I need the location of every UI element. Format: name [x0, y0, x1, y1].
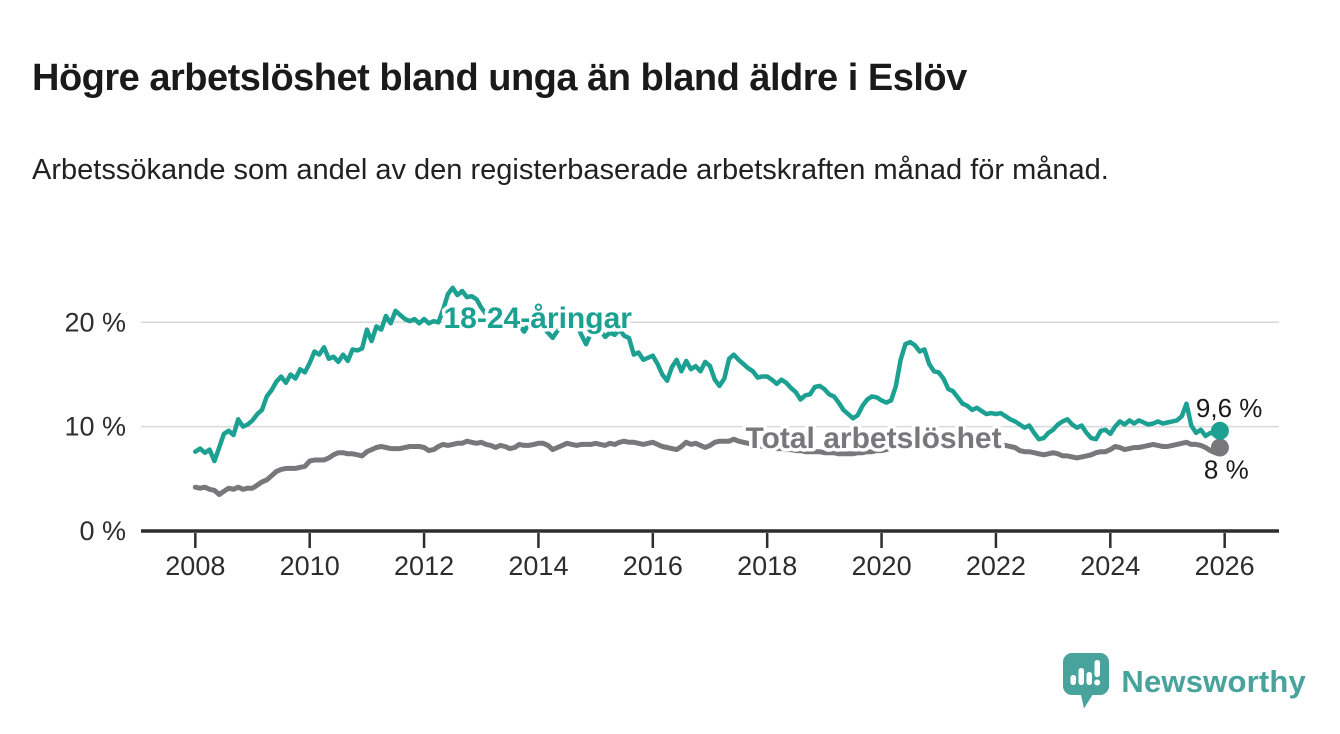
x-tick-label: 2026: [1195, 551, 1255, 581]
x-tick-label: 2014: [508, 551, 568, 581]
series-label-young: 18-24-åringar: [444, 302, 633, 335]
chart-subtitle: Arbetssökande som andel av den registerb…: [32, 154, 1109, 186]
y-tick-label: 0 %: [79, 516, 126, 546]
gridlines: [141, 321, 1279, 428]
x-tick-label: 2022: [966, 551, 1026, 581]
end-value-label-total: 8 %: [1204, 455, 1249, 485]
end-value-labels: 8 % 9,6 %: [1193, 390, 1265, 487]
series-lines: [192, 285, 1223, 497]
y-axis: 20 % 10 % 0 %: [64, 307, 126, 546]
x-tick-label: 2008: [165, 551, 225, 581]
end-dot-young: [1210, 421, 1229, 440]
y-tick-label: 20 %: [64, 307, 126, 337]
x-tick-label: 2024: [1080, 551, 1140, 581]
bar-chart-speech-bubble-icon: [1062, 652, 1110, 712]
series-label-total: Total arbetslöshet: [745, 422, 1001, 455]
x-tick-label: 2018: [737, 551, 797, 581]
x-tick-label: 2020: [852, 551, 912, 581]
end-dot-total: [1210, 438, 1229, 457]
x-tick-label: 2016: [623, 551, 683, 581]
x-tick-label: 2010: [280, 551, 340, 581]
series-line-young: [193, 285, 1223, 464]
series-labels: Total arbetslöshet 18-24-åringar: [440, 299, 1005, 459]
y-tick-label: 10 %: [64, 412, 126, 442]
x-axis: 2008 2010 2012 2014 2016 2018 2020 2022 2024 2026: [141, 529, 1279, 581]
brand-footer: Newsworthy: [1062, 652, 1306, 712]
x-tick-label: 2012: [394, 551, 454, 581]
end-value-label-young: 9,6 %: [1196, 393, 1263, 423]
series-line-total: [192, 430, 1223, 497]
brand-name: Newsworthy: [1121, 664, 1306, 699]
end-dots: [1210, 421, 1229, 457]
page-title: Högre arbetslöshet bland unga än bland ä…: [32, 57, 967, 100]
